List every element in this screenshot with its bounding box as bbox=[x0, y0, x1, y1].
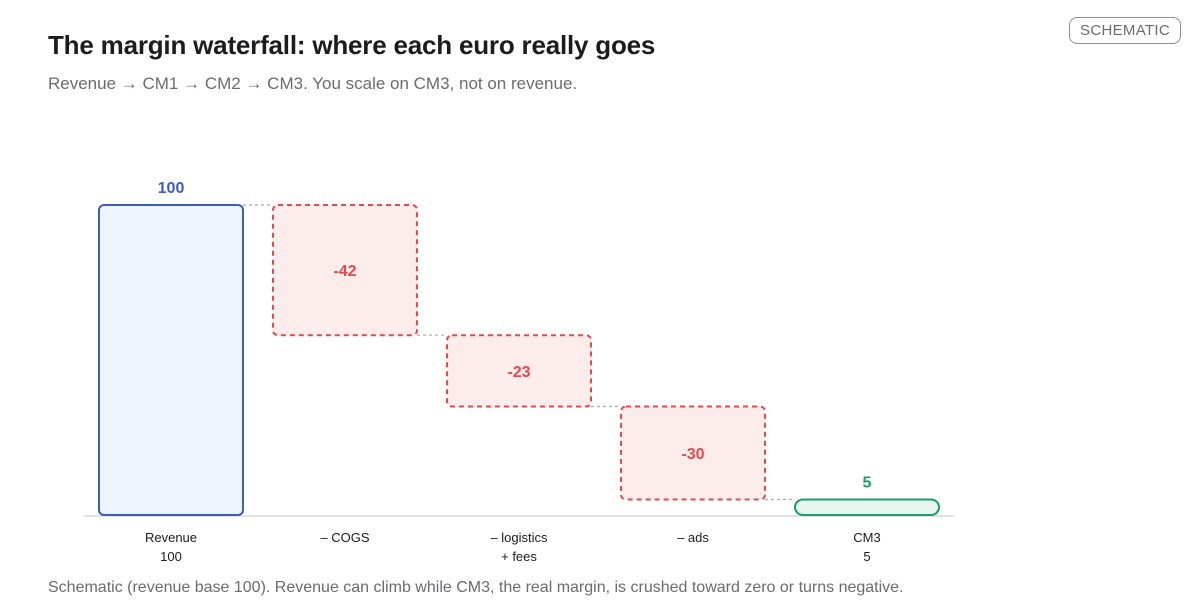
bar-4 bbox=[794, 498, 940, 516]
bar-3 bbox=[620, 405, 766, 501]
bar-value-label-1: -42 bbox=[333, 263, 356, 280]
page-subtitle: Revenue → CM1 → CM2 → CM3. You scale on … bbox=[48, 74, 578, 93]
chart-footnote: Schematic (revenue base 100). Revenue ca… bbox=[48, 579, 904, 596]
bar-1 bbox=[272, 204, 418, 337]
bar-value-label-4: 5 bbox=[863, 475, 872, 492]
category-label-3-0: – ads bbox=[677, 530, 709, 545]
category-label-0-1: 100 bbox=[160, 549, 182, 564]
bar-0 bbox=[98, 204, 244, 516]
page-title: The margin waterfall: where each euro re… bbox=[48, 30, 656, 60]
category-label-4-1: 5 bbox=[863, 549, 870, 564]
category-label-0-0: Revenue bbox=[145, 530, 197, 545]
category-label-2-0: – logistics bbox=[490, 530, 548, 545]
category-label-2-1: + fees bbox=[501, 549, 537, 564]
category-label-4-0: CM3 bbox=[853, 530, 880, 545]
bar-value-label-3: -30 bbox=[681, 446, 704, 463]
category-label-1-0: – COGS bbox=[320, 530, 369, 545]
bar-value-label-2: -23 bbox=[507, 364, 530, 381]
bar-value-label-0: 100 bbox=[158, 180, 185, 197]
bar-2 bbox=[446, 334, 592, 408]
schematic-badge: SCHEMATIC bbox=[1069, 17, 1181, 44]
